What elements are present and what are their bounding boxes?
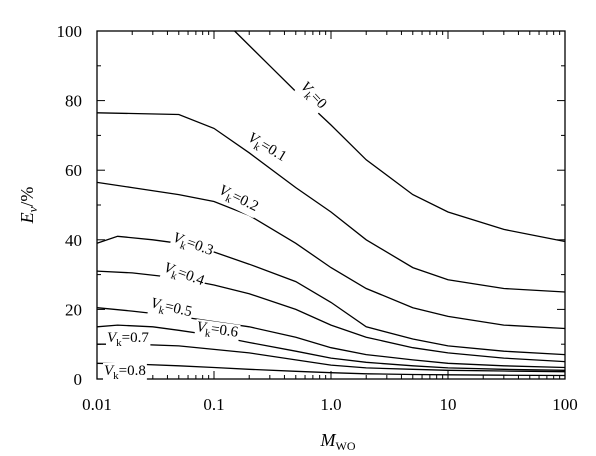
series-label-background [103,363,147,382]
series-label-background [106,330,151,349]
series-label-background [214,181,262,219]
series-line [96,235,566,356]
x-axis-label-main: M [320,430,337,450]
x-tick-label: 0.01 [82,395,112,414]
y-tick-label: 100 [57,22,83,41]
y-axis-label-sub: v [25,206,40,212]
x-tick-label: 1.0 [320,395,341,414]
y-tick-label: 20 [65,300,82,319]
series-line [96,181,566,330]
y-tick-label: 40 [65,231,82,250]
series-label-background [159,259,208,293]
y-tick-label: 0 [74,370,83,389]
series-label: Vk=0.3 [170,230,216,262]
series-line [96,362,566,377]
series-label-background [294,78,331,115]
tick-labels: 0.01 0.1 1.0 10 100 0 20 40 60 80 100 [57,22,578,414]
series-label-background [242,129,290,169]
y-tick-label: 80 [65,92,82,111]
x-tick-label: 100 [552,395,578,414]
series-label: Vk=0.6 [195,319,240,344]
series-label: Vk=0.7 [107,330,149,349]
series-line [234,30,566,243]
x-tick-label: 0.1 [203,395,224,414]
series-line [96,112,566,293]
curves [96,30,566,377]
series-label-background [147,295,195,324]
ticks [96,30,566,380]
series-line [96,324,566,371]
x-axis-label-sub: WO [336,439,356,453]
series-label-background [168,229,217,263]
series-label: Vk=0.5 [148,295,193,323]
y-axis-label-unit: /% [17,187,37,207]
x-tick-label: 10 [440,395,457,414]
y-tick-label: 60 [65,161,82,180]
x-axis-label: MWO [320,430,356,453]
y-axis-label: Ev/% [17,187,40,225]
plot-frame [96,30,566,380]
series-label-background [194,318,241,344]
y-axis-label-main: E [17,212,37,224]
series-line [97,343,566,373]
series-label: Vk=0.4 [161,260,207,292]
series-label: Vk=0.8 [104,363,146,382]
curve-labels: Vk=0Vk=0.1Vk=0.2Vk=0.3Vk=0.4Vk=0.5Vk=0.6… [103,78,331,382]
